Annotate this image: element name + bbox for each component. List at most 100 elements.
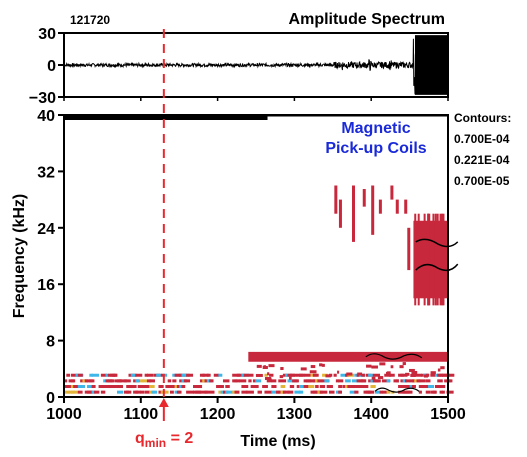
spectrogram-cell-low: [156, 373, 162, 377]
spectrogram-cell-low: [199, 390, 207, 394]
spectrogram-cell-low: [93, 390, 100, 394]
spectrogram-cell-low: [264, 390, 273, 394]
spectrogram-cell-low: [425, 379, 431, 383]
amplitude-signal: [63, 35, 449, 95]
qmin-label-base: q: [135, 430, 145, 447]
spectrogram-cell-low: [151, 390, 158, 394]
spectrogram-contour-20khz-a: [415, 263, 459, 272]
spectrogram-cell-low: [425, 390, 431, 394]
spectrogram-cell-low: [160, 373, 165, 377]
spectrogram-cell-low: [188, 373, 194, 377]
spectrogram-cell-low: [289, 385, 295, 389]
spectrogram-cell-low: [241, 390, 248, 394]
spectrogram-cell-low: [340, 373, 349, 377]
spectrogram-cell-scatter: [309, 370, 317, 374]
spectrogram-annotation-line2: Pick-up Coils: [325, 140, 426, 157]
spectrogram-cell-low: [186, 390, 195, 394]
contour-level-2: 0.221E-04: [454, 153, 510, 167]
spectrogram-cell-low: [225, 385, 230, 389]
spectrogram-cell-low: [64, 379, 68, 383]
spectrogram-y-tick-label: 40: [37, 108, 55, 125]
spectrogram-cell-low: [345, 385, 349, 389]
spectrogram-cell-low: [294, 379, 299, 383]
spectrogram-x-axis: 1000 1100 1200 1300 1400 1500: [46, 397, 466, 423]
spectrogram-cell-low: [379, 390, 383, 394]
spectrogram-band-20khz-streak: [423, 213, 426, 306]
spectrogram-cell-low: [409, 385, 414, 389]
spectrogram-cell-low: [140, 390, 145, 394]
spectrogram-streak: [352, 185, 355, 242]
spectrogram-cell-scatter: [267, 372, 270, 376]
spectrogram-band-20khz-streak: [436, 213, 439, 306]
spectrogram-cell-low: [352, 379, 359, 383]
spectrogram-cell-low: [361, 373, 365, 377]
spectrogram-cell-low: [107, 385, 112, 389]
spectrogram-cell-low: [84, 379, 89, 383]
spectrogram-cell-low: [234, 379, 240, 383]
spectrogram-cell-low: [439, 390, 443, 394]
spectrogram-cell-low: [404, 385, 410, 389]
spectrogram-cell-low: [361, 379, 366, 383]
spectrogram-cell-low: [365, 390, 370, 394]
spectrogram-cell-low: [271, 379, 277, 383]
spectrogram-cell-low: [220, 390, 226, 394]
spectrogram-cell-low: [176, 390, 182, 394]
spectrogram-cell-low: [299, 373, 305, 377]
spectrogram-cell-low: [338, 390, 343, 394]
spectrogram-cell-low: [204, 390, 208, 394]
spectrogram-cell-low: [349, 385, 354, 389]
spectrogram-cell-low: [342, 385, 347, 389]
spectrogram-cell-scatter: [337, 370, 340, 374]
spectrogram-cell-low: [398, 390, 406, 394]
spectrogram-cell-low: [174, 385, 179, 389]
spectrogram-cell-low: [437, 385, 444, 389]
spectrogram-cell-low: [428, 385, 435, 389]
spectrogram-cell-low: [222, 379, 230, 383]
qmin-label: qmin = 2: [135, 430, 193, 450]
spectrogram-cell-low: [144, 390, 150, 394]
spectrogram-cell-low: [294, 390, 301, 394]
y-axis-title: Frequency (kHz): [11, 194, 28, 318]
amplitude-panel: 121720 Amplitude Spectrum 30 0 −30: [29, 11, 449, 107]
spectrogram-cell-low: [441, 385, 446, 389]
spectrogram-cell-low: [328, 390, 335, 394]
spectrogram-cell-low: [70, 373, 78, 377]
spectrogram-cell-scatter: [300, 367, 307, 371]
spectrogram-cell-low: [363, 385, 369, 389]
spectrogram-cell-low: [158, 385, 164, 389]
spectrogram-cell-low: [250, 385, 258, 389]
spectrogram-cell-scatter: [411, 370, 418, 374]
spectrogram-cell-low: [386, 379, 391, 383]
spectrogram-cell-scatter: [289, 376, 292, 380]
spectrogram-band-20khz-streak: [439, 213, 442, 306]
spectrogram-cell-low: [146, 379, 152, 383]
spectrogram-cell-low: [130, 373, 136, 377]
spectrogram-cell-low: [77, 390, 83, 394]
spectrogram-band-20khz-streak: [441, 213, 444, 306]
spectrogram-cell-low: [381, 390, 388, 394]
spectrogram-panel: 1000 1100 1200 1300 1400 1500 0 8 16 24 32 40 Magn…: [11, 29, 511, 450]
spectrogram-cell-low: [232, 373, 241, 377]
spectrogram-cell-low: [299, 390, 304, 394]
contour-level-1: 0.700E-04: [454, 132, 510, 146]
spectrogram-cell-low: [404, 379, 411, 383]
spectrogram-cell-scatter: [280, 367, 284, 371]
spectrogram-cell-low: [77, 385, 86, 389]
spectrogram-cell-low: [437, 379, 443, 383]
spectrogram-cell-low: [372, 373, 381, 377]
spectrogram-cell-low: [239, 379, 247, 383]
spectrogram-cell-scatter: [377, 376, 384, 380]
spectrogram-cell-low: [116, 390, 124, 394]
spectrogram-cell-scatter: [379, 362, 386, 366]
spectrogram-cell-scatter: [256, 364, 262, 368]
spectrogram-cell-low: [384, 373, 392, 377]
spectrogram-cell-low: [446, 379, 453, 383]
spectrogram-cell-low: [446, 373, 455, 377]
spectrogram-cell-low: [386, 390, 391, 394]
spectrogram-cell-scatter: [264, 377, 272, 381]
spectrogram-cell-low: [335, 379, 340, 383]
spectrogram-cell-scatter: [386, 371, 391, 375]
spectrogram-cell-low: [315, 385, 319, 389]
spectrogram-cell-low: [140, 379, 144, 383]
